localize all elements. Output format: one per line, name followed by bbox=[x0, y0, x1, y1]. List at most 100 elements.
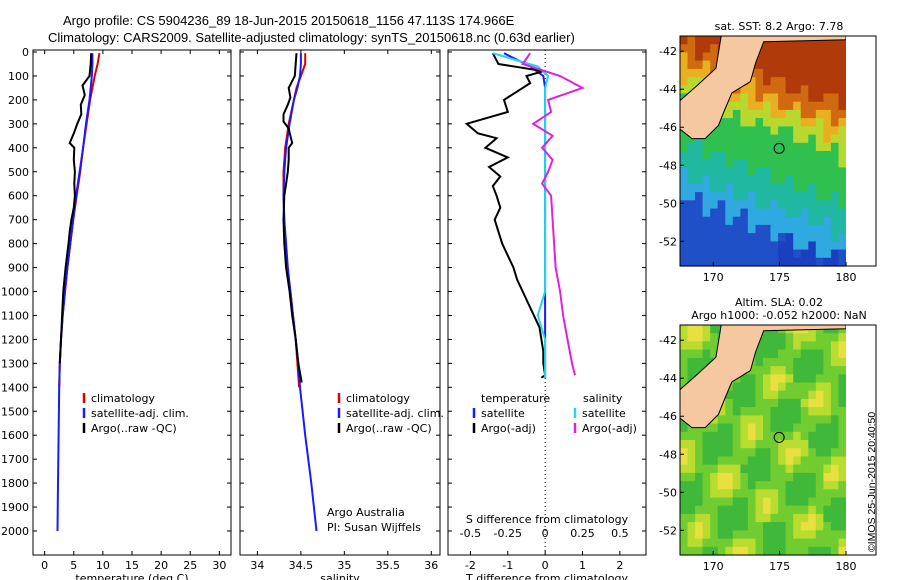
map-cell bbox=[695, 60, 704, 70]
map-cell bbox=[710, 464, 719, 474]
map-cell bbox=[740, 390, 749, 400]
map-cell bbox=[747, 257, 756, 267]
map-cell bbox=[830, 93, 839, 103]
map-title: Altim. SLA: 0.02 bbox=[735, 296, 823, 309]
map-cell bbox=[770, 77, 779, 86]
map-cell bbox=[800, 118, 809, 127]
map-cell bbox=[740, 415, 749, 425]
map-cell bbox=[793, 101, 802, 111]
map-cell bbox=[687, 233, 696, 242]
map-cell bbox=[740, 374, 749, 384]
map-cell bbox=[808, 85, 817, 95]
map-cell bbox=[763, 224, 772, 234]
map-cell bbox=[785, 249, 794, 259]
map-cell bbox=[740, 200, 749, 210]
map-cell bbox=[838, 497, 847, 507]
map-cell bbox=[755, 538, 764, 548]
map-cell bbox=[838, 481, 847, 490]
map-cell bbox=[702, 538, 711, 548]
map-cell bbox=[710, 440, 719, 449]
map-cell bbox=[785, 357, 794, 367]
map-cell bbox=[695, 440, 704, 449]
map-cell bbox=[755, 85, 764, 95]
map-cell bbox=[770, 505, 779, 515]
map-cell bbox=[755, 200, 764, 210]
map-cell bbox=[785, 398, 794, 408]
map-cell bbox=[808, 464, 817, 474]
map-cell bbox=[785, 431, 794, 441]
map-cell bbox=[838, 257, 847, 267]
map-cell bbox=[732, 530, 741, 540]
map-cell bbox=[710, 546, 719, 556]
argo-float-marker bbox=[773, 431, 785, 443]
map-cell bbox=[702, 52, 711, 62]
map-cell bbox=[830, 538, 839, 548]
map-y-tick-label: -52 bbox=[659, 524, 677, 537]
map-cell bbox=[710, 257, 719, 267]
map-cell bbox=[680, 77, 689, 86]
map-cell bbox=[793, 546, 802, 556]
map-cell bbox=[778, 77, 787, 86]
map-cell bbox=[747, 85, 756, 95]
map-cell bbox=[800, 216, 809, 226]
map-cell bbox=[710, 183, 719, 193]
series-line-salinity-satellite bbox=[282, 53, 318, 532]
map-cell bbox=[815, 489, 824, 499]
map-cell bbox=[793, 44, 802, 53]
map-cell bbox=[687, 159, 696, 168]
x-tick-label-temperature: 0 bbox=[41, 559, 48, 572]
map-cell bbox=[770, 52, 779, 62]
map-cell bbox=[778, 374, 787, 384]
map-cell bbox=[793, 407, 802, 416]
map-cell bbox=[695, 325, 704, 334]
map-cell bbox=[838, 224, 847, 234]
map-cell bbox=[830, 151, 839, 160]
map-cell bbox=[687, 513, 696, 523]
map-cell bbox=[740, 546, 749, 556]
map-cell bbox=[808, 374, 817, 384]
map-cell bbox=[687, 257, 696, 267]
map-cell bbox=[778, 85, 787, 95]
map-cell bbox=[717, 249, 726, 259]
map-cell bbox=[770, 530, 779, 540]
map-cell bbox=[808, 505, 817, 515]
map-cell bbox=[763, 456, 772, 466]
map-cell bbox=[725, 464, 734, 474]
map-cell bbox=[823, 366, 832, 375]
map-cell bbox=[732, 93, 741, 103]
map-cell bbox=[838, 192, 847, 201]
map-cell bbox=[702, 134, 711, 144]
map-cell bbox=[830, 44, 839, 53]
map-cell bbox=[732, 390, 741, 400]
map-cell bbox=[800, 546, 809, 556]
map-cell bbox=[823, 390, 832, 400]
map-cell bbox=[680, 68, 689, 78]
map-cell bbox=[725, 134, 734, 144]
map-cell bbox=[695, 481, 704, 490]
map-cell bbox=[763, 249, 772, 259]
map-cell bbox=[763, 257, 772, 267]
map-cell bbox=[800, 200, 809, 210]
map-cell bbox=[778, 407, 787, 416]
map-cell bbox=[747, 151, 756, 160]
map-cell bbox=[755, 142, 764, 152]
map-cell bbox=[808, 382, 817, 392]
map-cell bbox=[793, 513, 802, 523]
map-cell bbox=[695, 208, 704, 218]
map-cell bbox=[747, 134, 756, 144]
map-cell bbox=[838, 183, 847, 193]
map-cell bbox=[740, 448, 749, 457]
map-cell bbox=[687, 200, 696, 210]
map-cell bbox=[808, 52, 817, 62]
map-cell bbox=[830, 472, 839, 482]
map-cell bbox=[800, 134, 809, 144]
map-cell bbox=[680, 489, 689, 499]
map-cell bbox=[710, 333, 719, 342]
map-cell bbox=[763, 52, 772, 62]
map-cell bbox=[785, 101, 794, 111]
map-cell bbox=[793, 464, 802, 474]
map-cell bbox=[687, 68, 696, 78]
map-cell bbox=[725, 241, 734, 251]
legend-title-salinity: salinity bbox=[583, 392, 623, 405]
map-cell bbox=[710, 142, 719, 152]
